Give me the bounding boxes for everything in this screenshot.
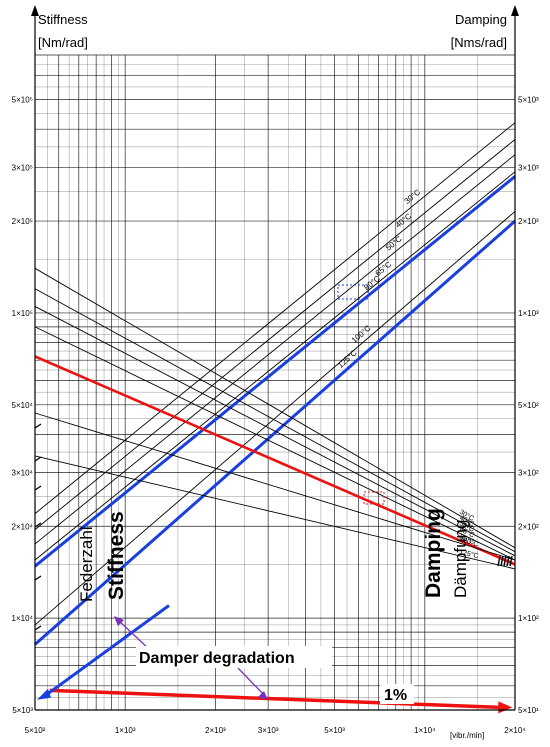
degradation-arrowhead: [498, 701, 513, 714]
left-edge-mark: [34, 522, 42, 528]
left-tick-label: 5×10⁴: [12, 401, 34, 410]
stiffness-curve: [34, 154, 516, 545]
degradation-pointer-arrowhead: [37, 688, 51, 700]
stiffness-annotation: Stiffness: [105, 511, 128, 600]
federzahl-annotation: Federzahl: [77, 526, 96, 602]
stiffness-temp-label: 125°C: [336, 348, 359, 370]
hatch-mark: [497, 555, 501, 567]
damping-curve: [34, 288, 516, 553]
damping-annotation: Damping: [422, 508, 445, 598]
right-tick-label: 2×10²: [518, 522, 539, 531]
right-axis-unit: [Nms/rad]: [451, 35, 507, 50]
right-tick-label: 5×10¹: [518, 706, 539, 715]
degradation-annotation: Damper degradation: [139, 650, 295, 667]
stiffness-curve: [34, 211, 516, 626]
right-tick-label: 1×10³: [518, 309, 539, 318]
right-tick-label: 5×10²: [518, 401, 539, 410]
stiffness-curve: [34, 139, 516, 530]
left-tick-label: 5×10⁵: [12, 96, 33, 105]
degradation-line: [49, 688, 501, 710]
right-tick-label: 1×10²: [518, 614, 539, 623]
stiffness-temp-label: 50°C: [384, 234, 404, 252]
highlight-box-stiffness-80c: [337, 284, 369, 300]
one-percent-annotation: 1%: [384, 687, 407, 704]
left-edge-mark: [34, 625, 42, 631]
stiffness-curve: [34, 219, 516, 646]
stiffness-curve: [34, 122, 516, 514]
left-edge-mark: [34, 456, 42, 462]
x-tick-label: 1×10⁴: [414, 726, 436, 735]
right-axis-arrow: [511, 5, 519, 16]
left-edge-mark: [34, 485, 42, 491]
damping-curve: [34, 306, 516, 557]
grid: [34, 54, 516, 711]
right-tick-label: 5×10³: [518, 96, 539, 105]
callout-arrowhead-damping: [258, 691, 268, 700]
left-tick-label: 1×10⁴: [12, 614, 34, 623]
damping-curve: [34, 267, 516, 549]
x-tick-label: 5×10³: [324, 726, 345, 735]
damping-curve: [34, 355, 516, 566]
left-edge-mark: [34, 575, 42, 581]
left-tick-label: 1×10⁵: [12, 309, 33, 318]
dampfung-annotation: Dämpfung: [451, 520, 470, 598]
right-tick-label: 3×10²: [518, 469, 539, 478]
callout-line-to-stiffness: [117, 619, 151, 651]
damping-curve: [34, 412, 516, 561]
labels: Stiffness [Nm/rad] Damping [Nms/rad] [vi…: [38, 12, 507, 740]
left-tick-label: 2×10⁴: [12, 522, 34, 531]
hatch-mark: [503, 555, 507, 567]
x-tick-label: 1×10³: [115, 726, 136, 735]
hatch-mark: [509, 555, 513, 567]
hatch-mark: [506, 555, 510, 567]
callout-line-to-damping: [237, 667, 266, 697]
x-tick-label: 2×10⁴: [504, 726, 526, 735]
x-tick-label: 2×10³: [205, 726, 226, 735]
left-axis-title: Stiffness: [38, 12, 88, 27]
left-axis-arrow: [31, 5, 39, 16]
left-tick-label: 3×10⁴: [12, 469, 34, 478]
stiffness-temp-label: 30°C: [403, 187, 423, 205]
x-tick-label: 5×10²: [25, 726, 46, 735]
highlight-box-damping-80c: [363, 491, 385, 505]
degradation-label-bg: [136, 646, 332, 668]
stiffness-curve: [34, 171, 516, 561]
left-edge-mark: [34, 423, 42, 429]
damping-curve: [34, 455, 516, 570]
left-tick-label: 5×10³: [12, 706, 33, 715]
callout-arrowhead-stiffness: [114, 616, 124, 626]
left-tick-label: 3×10⁵: [12, 163, 33, 172]
hatch-mark: [500, 555, 504, 567]
right-tick-label: 2×10³: [518, 217, 539, 226]
left-axis-unit: [Nm/rad]: [38, 35, 88, 50]
left-tick-label: 2×10⁵: [12, 217, 33, 226]
one-percent-bg: [380, 684, 414, 704]
x-tick-label: 3×10³: [258, 726, 279, 735]
axes: 5×10² 1×10³ 2×10³ 3×10³ 5×10³ 1×10⁴ 2×10⁴ 5×10³…: [12, 5, 539, 735]
x-axis-unit: [vibr./min]: [450, 731, 484, 740]
right-tick-label: 3×10³: [518, 163, 539, 172]
degradation-pointer-blue: [44, 604, 170, 698]
stiffness-curve: [34, 175, 516, 568]
right-axis-title: Damping: [455, 12, 507, 27]
damping-curve: [34, 326, 516, 561]
